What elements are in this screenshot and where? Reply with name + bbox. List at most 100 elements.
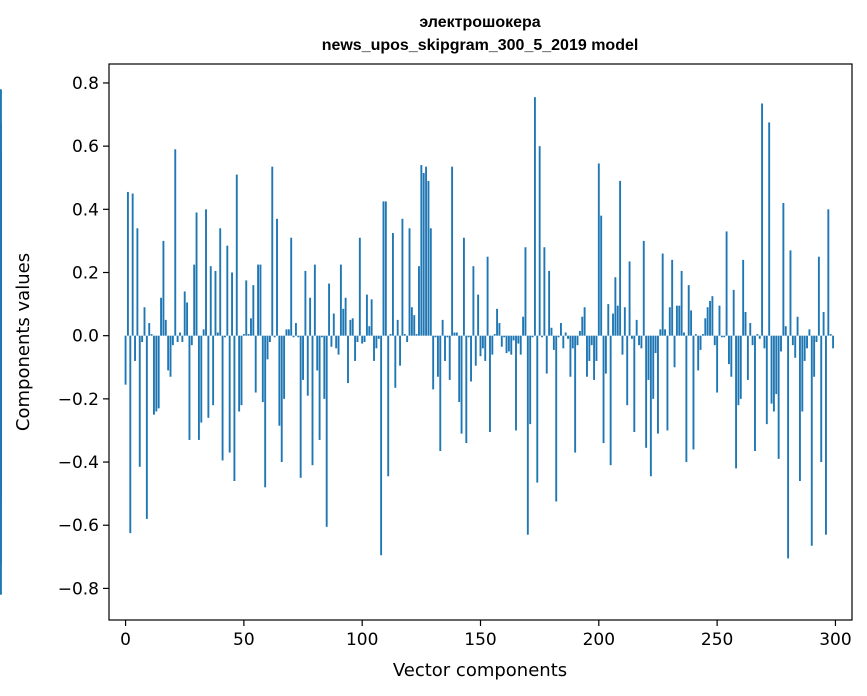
bar <box>0 324 2 336</box>
bar <box>325 335 328 527</box>
bar <box>297 335 300 338</box>
bar <box>545 335 548 374</box>
bar <box>633 335 636 433</box>
bar <box>638 335 640 346</box>
bar <box>510 335 513 355</box>
bar <box>571 335 574 349</box>
bar <box>396 319 399 336</box>
bar <box>758 335 761 339</box>
bar <box>226 245 229 336</box>
bar <box>538 146 541 336</box>
bar <box>271 166 274 336</box>
y-tick-label: −0.2 <box>58 390 99 410</box>
bar <box>126 191 129 336</box>
bar <box>171 335 174 346</box>
bar <box>304 270 307 336</box>
bar <box>264 335 267 488</box>
bar <box>619 180 622 336</box>
bar <box>593 335 596 380</box>
bar <box>339 264 342 336</box>
bar <box>763 335 766 349</box>
x-axis-ticks: 0 50 100 150 200 250 300 <box>120 620 852 650</box>
bar <box>675 305 678 336</box>
bar <box>739 335 742 399</box>
bar <box>701 334 704 336</box>
bar <box>330 335 333 347</box>
bar <box>401 218 404 336</box>
bar <box>444 335 446 361</box>
y-axis-label: Components values <box>13 253 34 431</box>
bar <box>664 329 667 336</box>
bar <box>188 335 191 440</box>
bar <box>628 261 631 336</box>
bar <box>169 335 172 377</box>
bar <box>784 326 787 336</box>
bar <box>363 335 366 342</box>
bar <box>250 318 252 336</box>
bar <box>794 335 797 358</box>
x-tick-label: 200 <box>583 630 615 650</box>
bar <box>145 335 148 519</box>
bar <box>455 332 458 336</box>
bar <box>803 335 806 361</box>
bar <box>635 319 638 336</box>
bar <box>801 335 804 412</box>
bar <box>723 335 726 338</box>
bar <box>541 335 543 338</box>
bar <box>176 335 179 342</box>
bar <box>458 335 461 403</box>
bar <box>387 335 390 477</box>
bar <box>735 335 737 469</box>
bar <box>761 103 764 336</box>
bar <box>467 335 470 338</box>
bar <box>238 335 241 412</box>
bar <box>200 335 203 423</box>
bar <box>730 335 733 377</box>
y-tick-label: −0.6 <box>58 516 99 536</box>
bar <box>806 335 808 349</box>
bar <box>365 294 368 336</box>
bar <box>602 335 605 444</box>
bar <box>825 335 827 535</box>
bar <box>214 270 217 336</box>
bar <box>706 307 709 336</box>
bar <box>574 335 577 453</box>
bar <box>694 334 697 336</box>
bar <box>711 296 714 336</box>
y-tick-label: 0.0 <box>72 327 99 347</box>
bar <box>356 335 359 342</box>
bar <box>533 97 536 336</box>
bar <box>749 323 752 336</box>
bar <box>406 335 409 342</box>
bar <box>787 335 790 559</box>
bar <box>678 305 681 336</box>
bar <box>720 335 723 338</box>
bar <box>292 335 295 338</box>
bar <box>316 335 319 371</box>
bar <box>621 335 624 355</box>
bar <box>351 318 354 336</box>
x-tick-label: 150 <box>464 630 496 650</box>
bar <box>524 247 527 336</box>
bar <box>813 335 816 377</box>
bar <box>446 335 449 338</box>
bar <box>796 316 799 336</box>
bar <box>486 256 489 336</box>
bar <box>578 330 581 336</box>
bar <box>697 335 700 371</box>
bar <box>370 299 373 336</box>
bar <box>477 294 480 336</box>
bar <box>332 313 335 336</box>
bar <box>434 335 437 338</box>
bar <box>604 335 607 374</box>
x-axis-label: Vector components <box>393 660 567 681</box>
bar <box>448 335 451 380</box>
bar <box>810 335 813 546</box>
bar <box>422 172 425 336</box>
bar <box>503 335 506 338</box>
bar <box>623 307 626 336</box>
bar <box>713 335 716 346</box>
bar <box>276 218 278 336</box>
bar <box>756 334 759 336</box>
bar <box>299 335 302 478</box>
